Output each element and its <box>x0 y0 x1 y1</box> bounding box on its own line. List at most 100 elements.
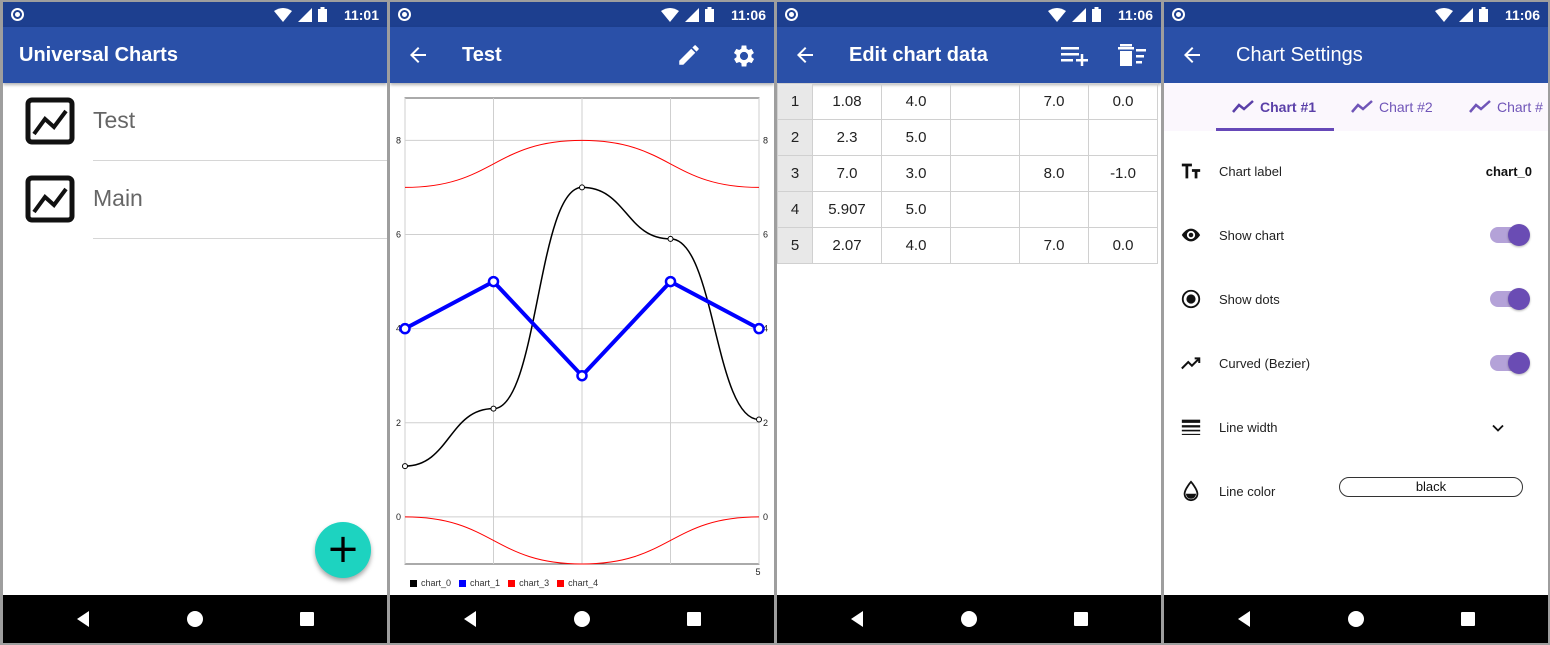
battery-icon <box>1092 7 1101 22</box>
table-cell[interactable]: 5.0 <box>881 191 951 228</box>
nav-home-icon[interactable] <box>1346 609 1366 629</box>
radio-dot-icon <box>1181 289 1201 309</box>
nav-recents-icon[interactable] <box>1458 609 1478 629</box>
status-bar: 11:06 <box>390 2 774 27</box>
status-bar: 11:06 <box>1164 2 1548 27</box>
tab-label: Chart #1 <box>1260 99 1317 115</box>
legend-label: chart_1 <box>470 578 501 588</box>
tab-chart-3[interactable]: Chart # <box>1469 83 1543 131</box>
show-chart-toggle[interactable] <box>1490 224 1530 246</box>
wifi-icon <box>661 7 679 22</box>
setting-chart-label[interactable]: Chart label chart_0 <box>1164 140 1548 204</box>
trending-up-icon <box>1181 357 1201 370</box>
battery-icon <box>705 7 714 22</box>
nav-recents-icon[interactable] <box>297 609 317 629</box>
table-cell[interactable] <box>1088 119 1158 156</box>
table-cell[interactable]: 7.0 <box>1019 83 1089 120</box>
notification-icon <box>11 8 24 21</box>
tab-chart-1[interactable]: Chart #1 <box>1232 83 1316 131</box>
app-bar: Test <box>390 27 774 83</box>
trend-icon <box>1232 100 1254 113</box>
table-cell[interactable]: 8.0 <box>1019 155 1089 192</box>
cell-signal-icon <box>685 7 699 22</box>
battery-icon <box>1479 7 1488 22</box>
notification-icon <box>1172 8 1185 21</box>
nav-recents-icon[interactable] <box>1071 609 1091 629</box>
wifi-icon <box>1435 7 1453 22</box>
add-chart-button[interactable]: + <box>315 522 371 578</box>
table-cell[interactable] <box>1019 191 1089 228</box>
data-point-chart_0 <box>402 463 408 470</box>
list-item-chart[interactable]: Test <box>3 83 387 161</box>
delete-icon[interactable] <box>1117 42 1147 68</box>
screen-chart-list: 11:01 Universal Charts Test Main + <box>3 2 387 643</box>
table-cell[interactable]: 7.0 <box>1019 227 1089 264</box>
table-cell[interactable] <box>950 83 1020 120</box>
x-tick-label: 5 <box>755 567 760 577</box>
nav-home-icon[interactable] <box>959 609 979 629</box>
table-cell[interactable]: 0.0 <box>1088 227 1158 264</box>
list-item-chart[interactable]: Main <box>3 161 387 239</box>
cell-signal-icon <box>1459 7 1473 22</box>
table-cell[interactable] <box>1019 119 1089 156</box>
back-arrow-icon[interactable] <box>1180 43 1204 67</box>
legend-label: chart_0 <box>421 578 452 588</box>
nav-home-icon[interactable] <box>185 609 205 629</box>
line-chart-icon <box>25 175 75 223</box>
app-bar: Chart Settings <box>1164 27 1548 83</box>
setting-line-color: Line color black <box>1164 460 1548 524</box>
table-cell[interactable]: 7.0 <box>812 155 882 192</box>
legend-swatch <box>557 579 565 587</box>
show-dots-toggle[interactable] <box>1490 288 1530 310</box>
edit-icon[interactable] <box>676 42 702 68</box>
table-cell[interactable] <box>950 227 1020 264</box>
table-cell[interactable]: 2.07 <box>812 227 882 264</box>
table-cell[interactable] <box>950 191 1020 228</box>
curved-toggle[interactable] <box>1490 352 1530 374</box>
table-cell[interactable] <box>950 119 1020 156</box>
line-color-input[interactable]: black <box>1339 477 1523 497</box>
chart-tabs: Chart #1 Chart #2 Chart # <box>1164 83 1548 131</box>
cell-signal-icon <box>298 7 312 22</box>
tab-chart-2[interactable]: Chart #2 <box>1351 83 1433 131</box>
table-cell[interactable]: 5.907 <box>812 191 882 228</box>
nav-back-icon[interactable] <box>847 609 867 629</box>
table-cell[interactable]: 2.3 <box>812 119 882 156</box>
screen-chart-view: 11:06 Test 8 8 6 6 4 4 2 2 0 0 5 chart_0 chart_1 c… <box>390 2 774 643</box>
chevron-down-icon[interactable] <box>1488 418 1508 438</box>
nav-recents-icon[interactable] <box>684 609 704 629</box>
add-row-icon[interactable] <box>1060 43 1090 67</box>
table-cell[interactable]: 4.0 <box>881 227 951 264</box>
chart-label-value[interactable]: chart_0 <box>1485 164 1532 179</box>
nav-back-icon[interactable] <box>73 609 93 629</box>
legend-swatch <box>459 579 467 587</box>
table-row: 4 5.907 5.0 <box>777 191 1158 228</box>
back-arrow-icon[interactable] <box>406 43 430 67</box>
table-cell[interactable]: -1.0 <box>1088 155 1158 192</box>
settings-icon[interactable] <box>730 42 758 70</box>
table-cell[interactable]: 0.0 <box>1088 83 1158 120</box>
line-weight-icon <box>1181 419 1201 435</box>
nav-back-icon[interactable] <box>1234 609 1254 629</box>
nav-home-icon[interactable] <box>572 609 592 629</box>
back-arrow-icon[interactable] <box>793 43 817 67</box>
table-cell[interactable] <box>950 155 1020 192</box>
screen-chart-settings: 11:06 Chart Settings Chart #1 Chart #2 C… <box>1164 2 1548 643</box>
legend-item: chart_3 <box>508 578 549 588</box>
line-chart: 8 8 6 6 4 4 2 2 0 0 5 <box>396 97 768 577</box>
divider <box>93 238 387 239</box>
setting-line-width[interactable]: Line width <box>1164 396 1548 460</box>
table-cell[interactable]: 4.0 <box>881 83 951 120</box>
system-nav-bar <box>777 595 1161 643</box>
setting-label: Show chart <box>1219 228 1285 243</box>
table-cell[interactable]: 1.08 <box>812 83 882 120</box>
nav-back-icon[interactable] <box>460 609 480 629</box>
table-cell[interactable]: 3.0 <box>881 155 951 192</box>
row-number: 3 <box>777 155 813 192</box>
status-bar: 11:01 <box>3 2 387 27</box>
y-tick-label-left: 4 <box>396 324 401 334</box>
chart-title: Test <box>462 44 502 66</box>
table-cell[interactable] <box>1088 191 1158 228</box>
table-cell[interactable]: 5.0 <box>881 119 951 156</box>
system-nav-bar <box>3 595 387 643</box>
